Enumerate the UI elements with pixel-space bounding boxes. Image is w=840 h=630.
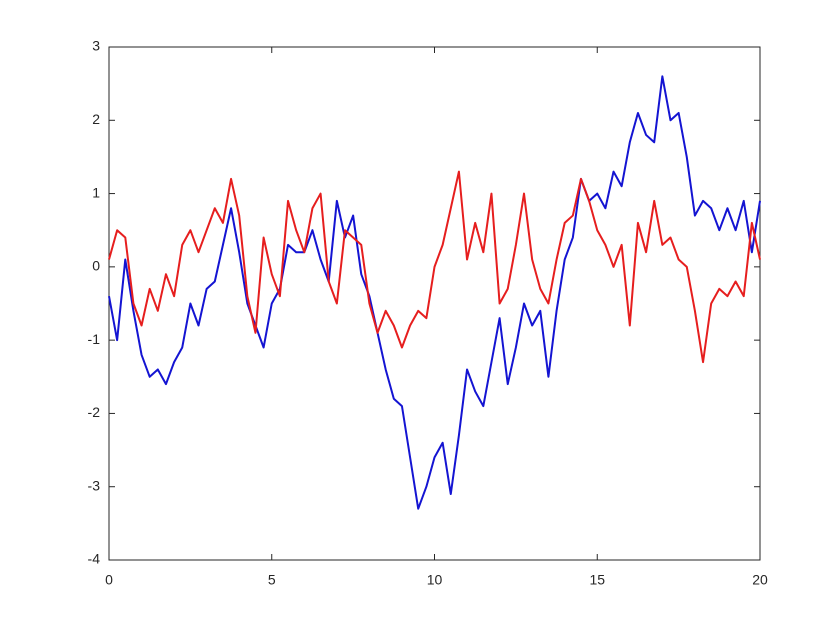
x-tick-label: 5 xyxy=(268,572,276,588)
y-tick-label: 2 xyxy=(92,111,100,127)
plot-frame xyxy=(108,46,761,561)
y-tick-label: 1 xyxy=(92,184,100,200)
y-tick-label: -1 xyxy=(88,331,101,347)
data-line xyxy=(108,75,761,510)
y-tick-label: 3 xyxy=(92,38,100,54)
y-tick-label: 0 xyxy=(92,258,100,274)
y-tick-label: -2 xyxy=(88,404,101,420)
x-tick-label: 10 xyxy=(427,572,443,588)
y-tick-label: -4 xyxy=(88,551,101,567)
x-tick-label: 15 xyxy=(589,572,605,588)
x-tick-label: 0 xyxy=(105,572,113,588)
data-line xyxy=(108,170,761,364)
x-tick-label: 20 xyxy=(752,572,768,588)
y-tick-label: -3 xyxy=(88,477,101,493)
